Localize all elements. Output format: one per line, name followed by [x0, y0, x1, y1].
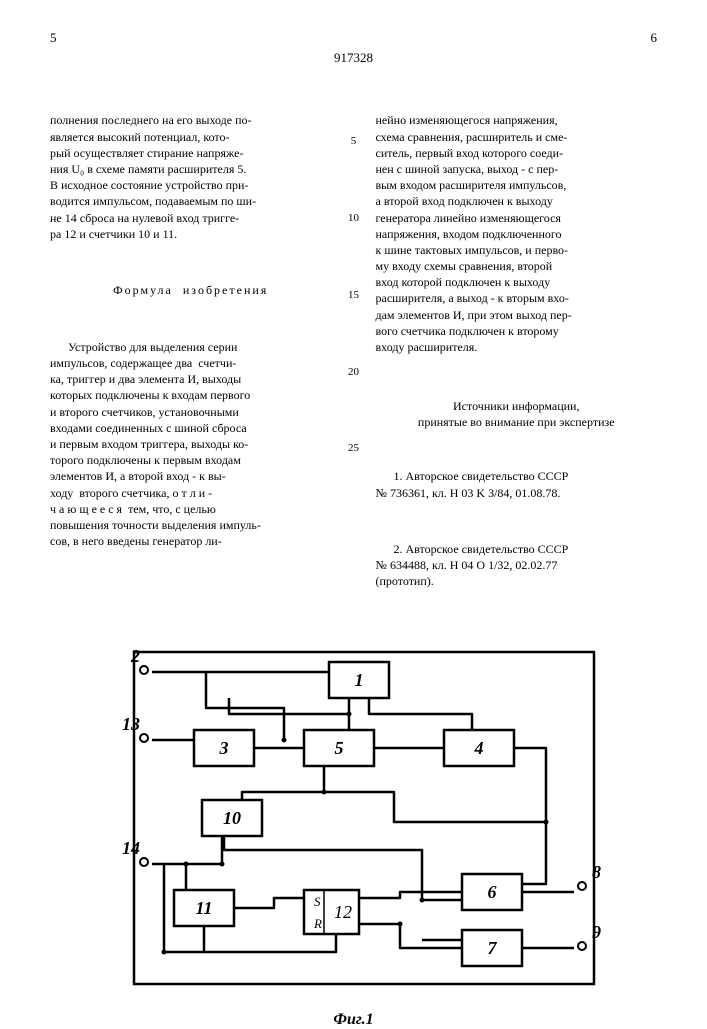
- line-number: 10: [348, 211, 359, 226]
- left-column: полнения последнего на его выходе по- яв…: [50, 80, 332, 622]
- circuit-svg: 13541011SR12672131489: [74, 642, 634, 1002]
- svg-text:4: 4: [473, 738, 483, 758]
- page-number-right: 6: [651, 30, 658, 46]
- line-number-gutter: 5 10 15 20 25: [346, 80, 362, 622]
- svg-text:6: 6: [487, 882, 496, 902]
- svg-text:S: S: [314, 894, 321, 909]
- figure-caption: Фиг.1: [74, 1011, 634, 1029]
- svg-text:7: 7: [487, 938, 497, 958]
- right-para-1: нейно изменяющегося напряжения, схема ср…: [376, 112, 658, 355]
- svg-text:9: 9: [592, 922, 601, 942]
- svg-text:12: 12: [334, 902, 352, 922]
- svg-text:10: 10: [223, 808, 241, 828]
- sources-title: Источники информации, принятые во вниман…: [376, 398, 658, 430]
- formula-title: Формула изобретения: [50, 282, 332, 298]
- figure-1-diagram: 13541011SR12672131489 Фиг.1: [74, 642, 634, 1029]
- patent-number: 917328: [50, 50, 657, 66]
- svg-text:14: 14: [122, 838, 140, 858]
- reference-2: 2. Авторское свидетельство СССР № 634488…: [376, 541, 658, 590]
- svg-text:13: 13: [122, 714, 140, 734]
- line-number: 5: [351, 134, 357, 149]
- line-number: 25: [348, 441, 359, 456]
- line-number: 20: [348, 365, 359, 380]
- svg-text:2: 2: [130, 646, 140, 666]
- svg-text:3: 3: [218, 738, 228, 758]
- svg-text:8: 8: [592, 862, 601, 882]
- svg-text:R: R: [313, 916, 322, 931]
- page-number-left: 5: [50, 30, 57, 46]
- left-para-2: Устройство для выделения серии импульсов…: [50, 339, 332, 549]
- line-number: 15: [348, 288, 359, 303]
- svg-text:11: 11: [195, 898, 212, 918]
- svg-text:5: 5: [334, 738, 343, 758]
- reference-1: 1. Авторское свидетельство СССР № 736361…: [376, 468, 658, 500]
- left-para-1: полнения последнего на его выходе по- яв…: [50, 112, 332, 242]
- right-column: нейно изменяющегося напряжения, схема ср…: [376, 80, 658, 622]
- svg-text:1: 1: [354, 670, 363, 690]
